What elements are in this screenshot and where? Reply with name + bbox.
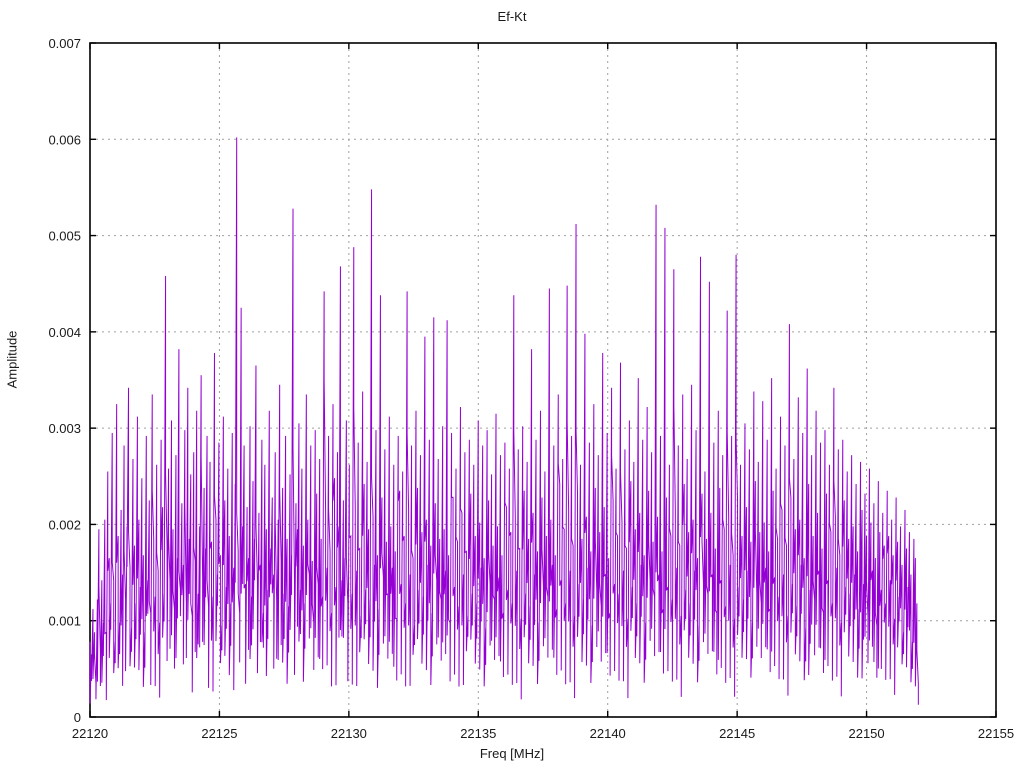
svg-text:22130: 22130	[331, 726, 367, 741]
y-axis-label: Amplitude	[4, 330, 20, 389]
svg-text:22125: 22125	[201, 726, 237, 741]
plot-border	[89, 42, 997, 718]
chart-title: Ef-Kt	[497, 9, 527, 24]
axis-tick-labels: 22120 22125 22130 22135 22140 22145 22150 22155…	[48, 36, 1014, 741]
svg-text:0: 0	[74, 710, 81, 725]
x-axis-label: Freq [MHz]	[479, 746, 545, 761]
svg-text:0.005: 0.005	[48, 229, 81, 244]
svg-text:0.002: 0.002	[48, 517, 81, 532]
svg-text:22135: 22135	[460, 726, 496, 741]
svg-text:0.003: 0.003	[48, 421, 81, 436]
svg-text:0.006: 0.006	[48, 132, 81, 147]
svg-text:22145: 22145	[719, 726, 755, 741]
data-series-ef-kt	[89, 137, 919, 705]
svg-text:22150: 22150	[848, 726, 884, 741]
svg-text:0.001: 0.001	[48, 614, 81, 629]
svg-text:22120: 22120	[72, 726, 108, 741]
svg-text:0.007: 0.007	[48, 36, 81, 51]
svg-text:22155: 22155	[978, 726, 1014, 741]
svg-text:22140: 22140	[590, 726, 626, 741]
svg-text:0.004: 0.004	[48, 325, 81, 340]
